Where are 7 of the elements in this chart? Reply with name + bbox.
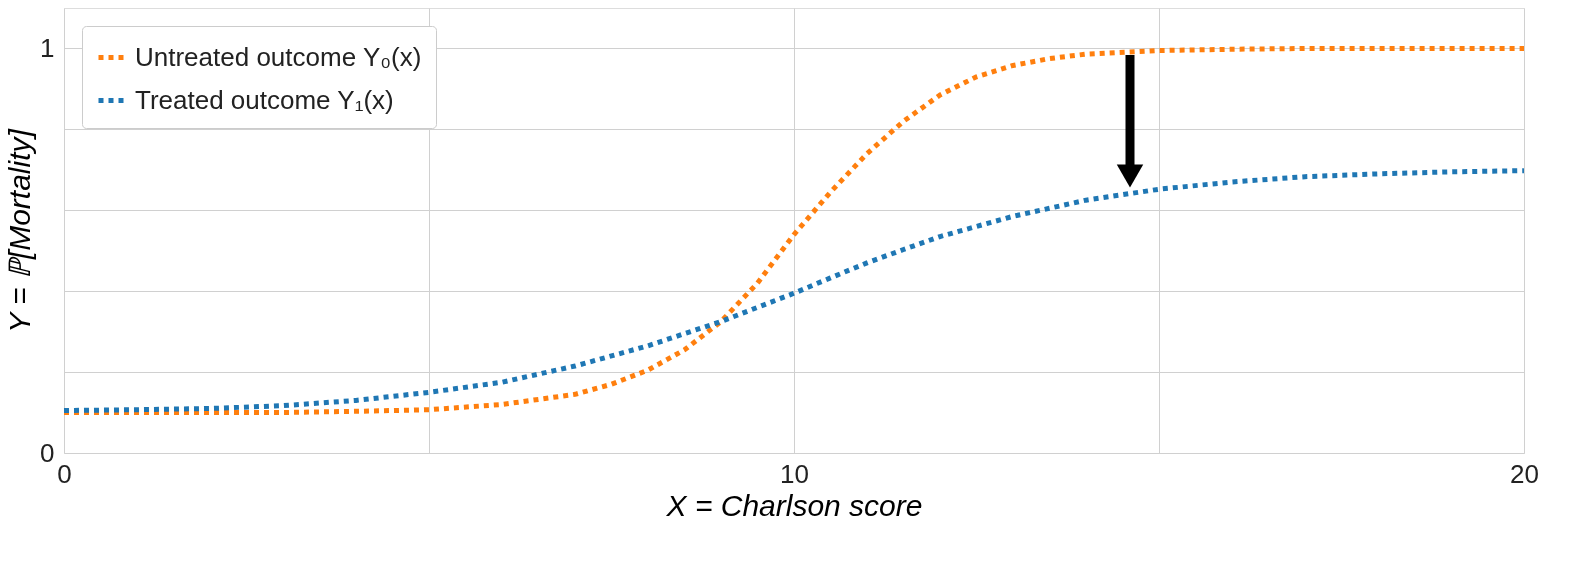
y-axis-title: Y = ℙ[Mortality]	[3, 128, 37, 333]
y-tick-label: 1	[40, 32, 55, 63]
x-axis-title: X = Charlson score	[665, 488, 923, 522]
x-tick-label: 20	[1510, 458, 1539, 489]
x-tick-label: 10	[780, 458, 809, 489]
legend-label: Untreated outcome Y₀(x)	[135, 41, 422, 72]
legend-label: Treated outcome Y₁(x)	[135, 84, 394, 115]
